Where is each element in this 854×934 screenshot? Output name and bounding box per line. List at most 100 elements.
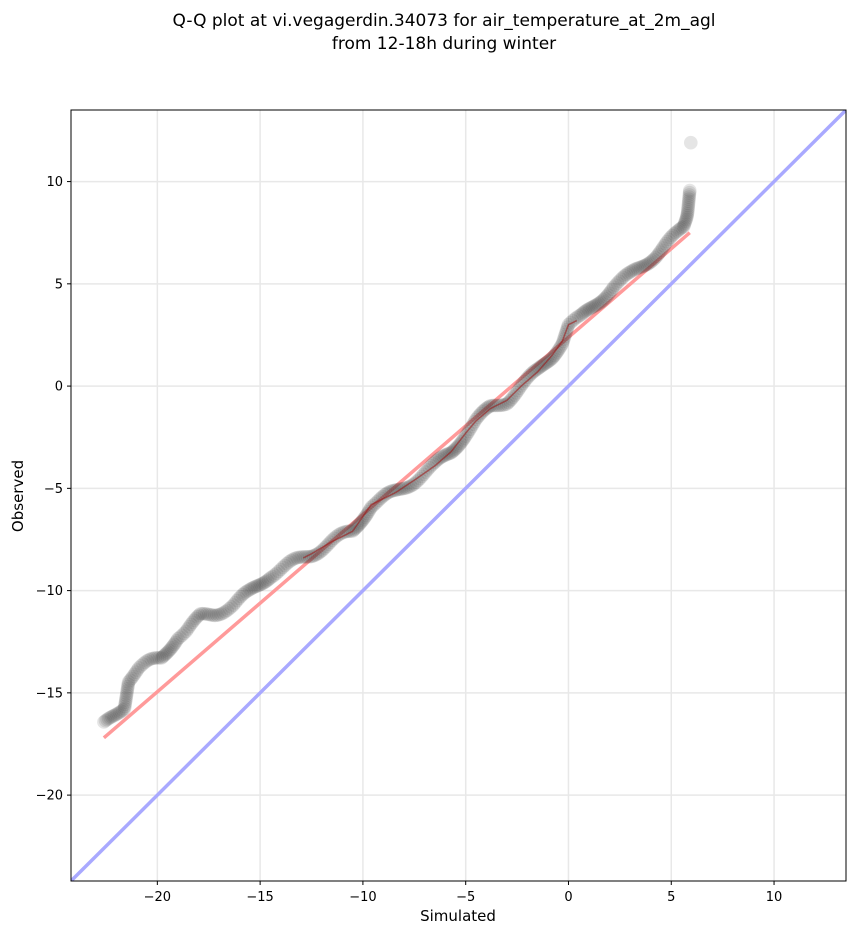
qq-point	[260, 573, 275, 588]
qq-point	[265, 569, 280, 584]
qq-point	[679, 212, 693, 227]
qq-point	[123, 673, 137, 688]
qq-point	[127, 667, 142, 682]
qq-point	[630, 261, 644, 276]
qq-point	[120, 686, 134, 701]
qq-point	[218, 605, 232, 619]
qq-point	[599, 290, 614, 304]
qq-point	[681, 196, 696, 211]
y-axis-label: Observed	[9, 460, 27, 532]
qq-point	[116, 703, 130, 717]
qq-point	[655, 241, 670, 255]
qq-point	[275, 560, 290, 575]
qq-point	[271, 564, 286, 579]
qq-point	[292, 550, 306, 565]
qq-point	[444, 445, 459, 460]
qq-point	[658, 236, 673, 251]
plot-frame	[70, 109, 847, 882]
y-tick-label: −20	[36, 789, 63, 804]
qq-point	[681, 198, 696, 213]
qq-point	[452, 438, 466, 452]
qq-point	[167, 637, 181, 652]
qq-point	[179, 624, 193, 639]
qq-point	[563, 315, 578, 330]
qq-point	[154, 651, 169, 665]
qq-point	[480, 401, 494, 415]
qq-point	[681, 200, 695, 215]
inner-trend-line	[302, 319, 578, 559]
qq-point	[411, 473, 425, 488]
qq-point	[243, 582, 257, 597]
qq-point	[481, 399, 496, 414]
qq-point	[511, 383, 525, 398]
qq-point	[623, 265, 637, 279]
chart-title: Q-Q plot at vi.vegagerdin.34073 for air_…	[172, 11, 715, 31]
qq-point	[503, 394, 517, 408]
qq-point	[673, 221, 688, 236]
qq-point	[101, 711, 116, 726]
qq-point	[363, 502, 377, 517]
qq-point	[676, 219, 691, 234]
qq-point	[262, 572, 276, 587]
qq-point	[682, 183, 697, 198]
qq-point	[121, 677, 136, 692]
qq-point	[377, 488, 392, 502]
qq-point	[175, 628, 189, 643]
qq-point	[103, 710, 118, 725]
qq-point	[454, 434, 469, 449]
qq-point	[545, 351, 559, 366]
qq-point	[296, 550, 311, 564]
qq-point	[162, 643, 176, 658]
qq-point	[680, 205, 695, 219]
qq-point	[190, 609, 205, 624]
qq-point	[585, 300, 600, 314]
qq-point	[206, 608, 220, 622]
qq-point	[230, 593, 244, 608]
y-tick-label: −15	[36, 686, 63, 701]
qq-point	[460, 427, 474, 441]
qq-point	[628, 262, 643, 276]
x-tick-label: −5	[456, 890, 475, 905]
qq-point	[255, 576, 270, 591]
qq-point	[185, 615, 200, 630]
qq-point	[118, 697, 132, 712]
qq-point	[682, 192, 696, 206]
identity-line	[71, 110, 846, 881]
qq-point	[612, 274, 626, 288]
qq-point	[361, 504, 376, 519]
qq-point	[593, 295, 608, 310]
x-axis-label: Simulated	[420, 907, 496, 925]
y-tick-label: 5	[55, 277, 63, 292]
qq-point	[587, 299, 602, 313]
qq-point	[605, 282, 620, 297]
qq-point	[447, 443, 461, 458]
qq-point	[579, 303, 594, 317]
qq-point	[126, 669, 140, 684]
qq-point	[551, 343, 566, 357]
qq-point	[201, 607, 216, 622]
qq-point	[177, 626, 191, 641]
qq-point	[252, 578, 267, 592]
qq-point	[280, 556, 294, 571]
qq-point	[314, 544, 328, 559]
y-tick-label: −10	[36, 584, 63, 599]
x-tick-label: −10	[349, 890, 376, 905]
qq-point	[672, 222, 686, 237]
qq-point-outlier	[683, 135, 698, 150]
qq-point	[121, 679, 135, 694]
qq-point	[663, 230, 678, 245]
qq-point	[533, 359, 548, 374]
qq-point	[429, 453, 444, 468]
qq-point	[119, 693, 133, 707]
qq-point	[504, 392, 519, 406]
axis-ticks: −20 −15 −10 −5 0 5 10 −20 −15 −10 −5 0 5 10	[36, 175, 783, 905]
qq-point	[554, 339, 568, 353]
qq-point	[335, 525, 350, 540]
qq-point	[400, 480, 414, 495]
qq-point	[596, 293, 611, 307]
qq-point	[142, 652, 156, 667]
qq-point	[597, 291, 612, 306]
qq-point	[453, 436, 468, 451]
qq-point	[660, 234, 674, 249]
